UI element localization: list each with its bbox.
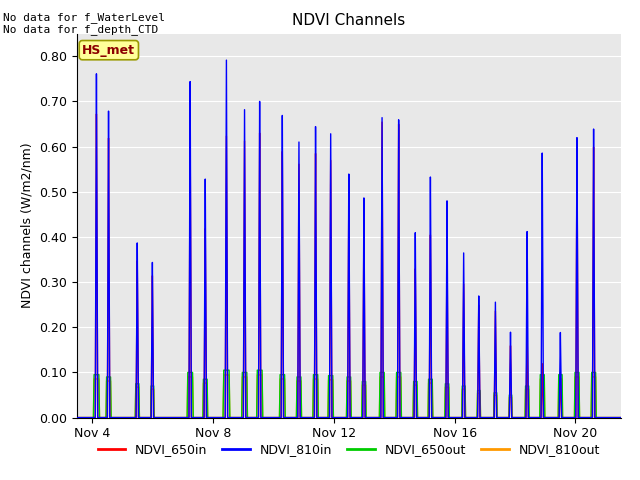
NDVI_810in bbox=[214, 415, 221, 420]
Line: NDVI_650in: NDVI_650in bbox=[77, 114, 621, 418]
NDVI_810out bbox=[404, 415, 412, 420]
NDVI_810out bbox=[351, 415, 359, 420]
NDVI_810out bbox=[73, 415, 81, 420]
NDVI_810in bbox=[351, 415, 359, 420]
Title: NDVI Channels: NDVI Channels bbox=[292, 13, 405, 28]
NDVI_810out bbox=[214, 415, 221, 420]
NDVI_810out bbox=[154, 415, 161, 420]
NDVI_650out bbox=[214, 415, 221, 420]
NDVI_650in bbox=[73, 415, 81, 420]
NDVI_810in bbox=[154, 415, 161, 420]
NDVI_650out bbox=[154, 415, 161, 420]
NDVI_810in bbox=[359, 349, 367, 355]
Line: NDVI_810out: NDVI_810out bbox=[77, 375, 621, 418]
Y-axis label: NDVI channels (W/m2/nm): NDVI channels (W/m2/nm) bbox=[20, 143, 33, 309]
NDVI_810in bbox=[404, 415, 412, 420]
NDVI_650in bbox=[404, 415, 412, 420]
Text: HS_met: HS_met bbox=[83, 44, 135, 57]
NDVI_810out bbox=[617, 415, 625, 420]
NDVI_810out bbox=[220, 372, 228, 378]
NDVI_650in bbox=[93, 111, 100, 117]
Legend: NDVI_650in, NDVI_810in, NDVI_650out, NDVI_810out: NDVI_650in, NDVI_810in, NDVI_650out, NDV… bbox=[93, 438, 605, 461]
NDVI_650out bbox=[102, 415, 109, 420]
NDVI_650out bbox=[617, 415, 625, 420]
NDVI_810out bbox=[359, 382, 367, 388]
NDVI_650in bbox=[617, 415, 625, 420]
NDVI_650out bbox=[73, 415, 81, 420]
NDVI_650in bbox=[154, 415, 161, 420]
NDVI_650in bbox=[351, 415, 359, 420]
Text: No data for f_WaterLevel
No data for f_depth_CTD: No data for f_WaterLevel No data for f_d… bbox=[3, 12, 165, 36]
NDVI_810out bbox=[102, 415, 109, 420]
NDVI_810in bbox=[223, 57, 230, 63]
NDVI_810in bbox=[73, 415, 81, 420]
NDVI_650out bbox=[359, 379, 367, 384]
NDVI_650in bbox=[102, 415, 109, 420]
Line: NDVI_650out: NDVI_650out bbox=[77, 370, 621, 418]
NDVI_650out bbox=[220, 367, 228, 373]
NDVI_650in bbox=[214, 415, 221, 420]
NDVI_650out bbox=[351, 415, 359, 420]
Line: NDVI_810in: NDVI_810in bbox=[77, 60, 621, 418]
NDVI_810in bbox=[617, 415, 625, 420]
NDVI_650in bbox=[359, 356, 367, 361]
NDVI_810in bbox=[102, 415, 109, 420]
NDVI_650out bbox=[404, 415, 412, 420]
